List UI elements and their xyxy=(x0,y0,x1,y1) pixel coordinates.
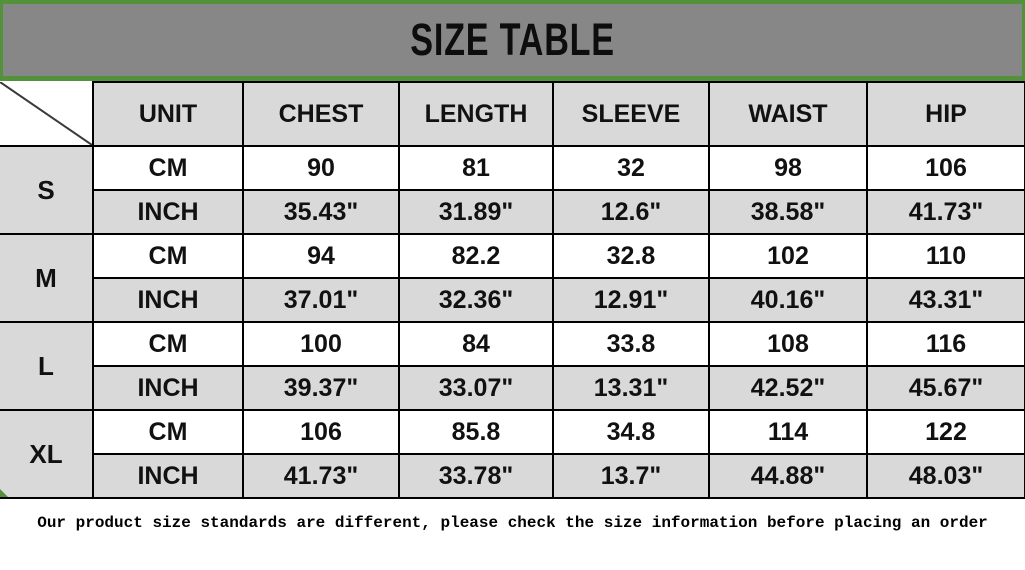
value-cell: 102 xyxy=(708,233,868,279)
value-cell: 38.58" xyxy=(708,189,868,235)
size-label-m: M xyxy=(0,233,94,323)
value-cell: 94 xyxy=(242,233,400,279)
value-cell: 32.8 xyxy=(552,233,710,279)
row-xl-inch: INCH 41.73" 33.78" 13.7" 44.88" 48.03" xyxy=(0,453,1025,499)
size-table: UNIT CHEST LENGTH SLEEVE WAIST HIP S CM … xyxy=(0,81,1025,499)
value-cell: 85.8 xyxy=(398,409,554,455)
unit-cell: INCH xyxy=(92,365,244,411)
footer-note: Our product size standards are different… xyxy=(37,514,988,532)
column-header-sleeve: SLEEVE xyxy=(552,81,710,147)
value-cell: 90 xyxy=(242,145,400,191)
unit-cell: INCH xyxy=(92,453,244,499)
header-row: UNIT CHEST LENGTH SLEEVE WAIST HIP xyxy=(0,81,1025,147)
size-table-banner: SIZE TABLE xyxy=(0,0,1025,81)
corner-diagonal-cell xyxy=(0,82,94,147)
value-cell: 114 xyxy=(708,409,868,455)
row-l-inch: INCH 39.37" 33.07" 13.31" 42.52" 45.67" xyxy=(0,365,1025,411)
value-cell: 31.89" xyxy=(398,189,554,235)
value-cell: 12.6" xyxy=(552,189,710,235)
unit-cell: INCH xyxy=(92,189,244,235)
value-cell: 81 xyxy=(398,145,554,191)
value-cell: 48.03" xyxy=(866,453,1025,499)
value-cell: 45.67" xyxy=(866,365,1025,411)
size-label-l: L xyxy=(0,321,94,411)
green-corner-mark xyxy=(0,489,8,497)
row-l-cm: L CM 100 84 33.8 108 116 xyxy=(0,321,1025,411)
row-m-inch: INCH 37.01" 32.36" 12.91" 40.16" 43.31" xyxy=(0,277,1025,323)
value-cell: 110 xyxy=(866,233,1025,279)
value-cell: 42.52" xyxy=(708,365,868,411)
value-cell: 40.16" xyxy=(708,277,868,323)
value-cell: 108 xyxy=(708,321,868,367)
value-cell: 13.7" xyxy=(552,453,710,499)
diagonal-line-icon xyxy=(0,82,92,145)
value-cell: 37.01" xyxy=(242,277,400,323)
value-cell: 98 xyxy=(708,145,868,191)
value-cell: 122 xyxy=(866,409,1025,455)
unit-cell: CM xyxy=(92,409,244,455)
value-cell: 34.8 xyxy=(552,409,710,455)
unit-cell: CM xyxy=(92,145,244,191)
value-cell: 33.78" xyxy=(398,453,554,499)
value-cell: 106 xyxy=(242,409,400,455)
value-cell: 82.2 xyxy=(398,233,554,279)
value-cell: 84 xyxy=(398,321,554,367)
banner-title: SIZE TABLE xyxy=(410,14,615,65)
unit-cell: INCH xyxy=(92,277,244,323)
row-xl-cm: XL CM 106 85.8 34.8 114 122 xyxy=(0,409,1025,499)
value-cell: 41.73" xyxy=(866,189,1025,235)
column-header-waist: WAIST xyxy=(708,81,868,147)
value-cell: 39.37" xyxy=(242,365,400,411)
value-cell: 32 xyxy=(552,145,710,191)
value-cell: 116 xyxy=(866,321,1025,367)
value-cell: 35.43" xyxy=(242,189,400,235)
value-cell: 32.36" xyxy=(398,277,554,323)
value-cell: 100 xyxy=(242,321,400,367)
value-cell: 43.31" xyxy=(866,277,1025,323)
value-cell: 33.07" xyxy=(398,365,554,411)
value-cell: 13.31" xyxy=(552,365,710,411)
size-label-xl: XL xyxy=(0,409,94,499)
column-header-length: LENGTH xyxy=(398,81,554,147)
column-header-chest: CHEST xyxy=(242,81,400,147)
value-cell: 41.73" xyxy=(242,453,400,499)
row-s-inch: INCH 35.43" 31.89" 12.6" 38.58" 41.73" xyxy=(0,189,1025,235)
size-label-s: S xyxy=(0,145,94,235)
column-header-unit: UNIT xyxy=(92,81,244,147)
value-cell: 12.91" xyxy=(552,277,710,323)
value-cell: 33.8 xyxy=(552,321,710,367)
unit-cell: CM xyxy=(92,233,244,279)
row-m-cm: M CM 94 82.2 32.8 102 110 xyxy=(0,233,1025,323)
value-cell: 106 xyxy=(866,145,1025,191)
unit-cell: CM xyxy=(92,321,244,367)
column-header-hip: HIP xyxy=(866,81,1025,147)
value-cell: 44.88" xyxy=(708,453,868,499)
row-s-cm: S CM 90 81 32 98 106 xyxy=(0,145,1025,235)
